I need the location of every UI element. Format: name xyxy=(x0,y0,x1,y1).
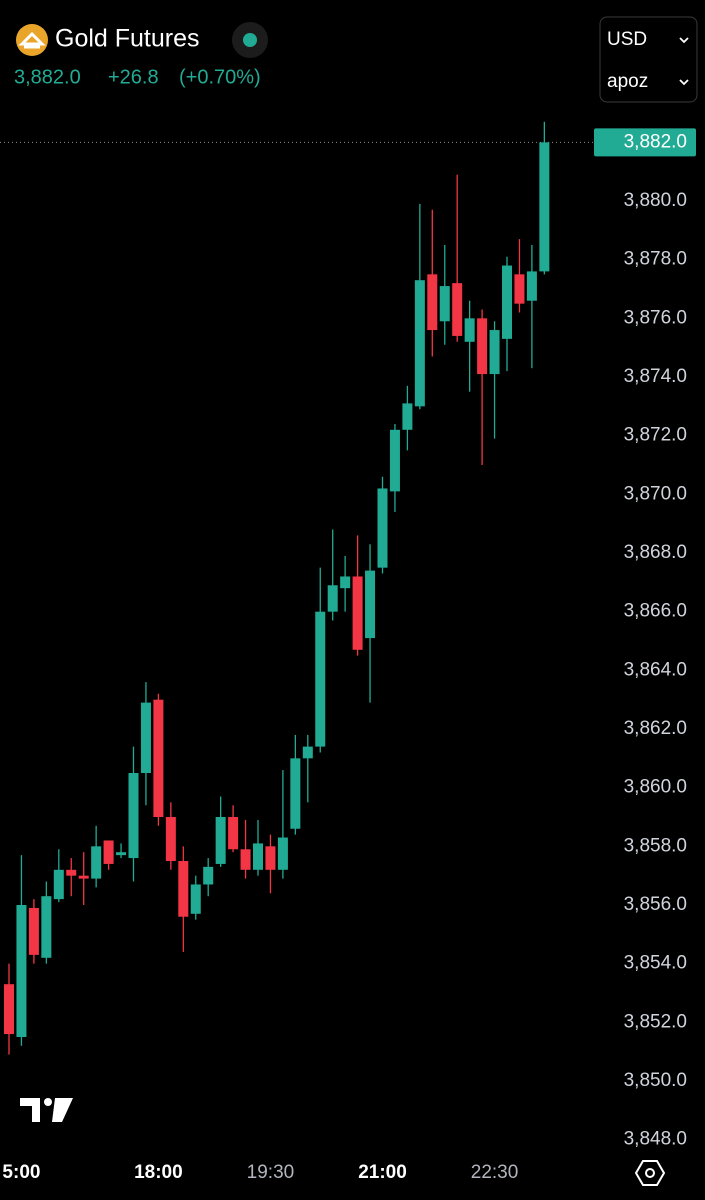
candle-body xyxy=(340,576,351,589)
candle-body xyxy=(439,286,450,322)
last-price-badge xyxy=(594,128,696,157)
candle-body xyxy=(389,429,400,492)
y-tick-label: 3,874.0 xyxy=(624,366,687,387)
candle-body xyxy=(352,576,363,650)
candle-body xyxy=(526,271,537,301)
candle-body xyxy=(365,570,376,639)
candle-body xyxy=(116,852,127,856)
change-pct: (+0.70%) xyxy=(179,66,261,88)
tv-logo xyxy=(20,1098,73,1122)
candle-body xyxy=(66,869,77,876)
candle-body xyxy=(414,280,425,407)
selector-box xyxy=(599,16,698,103)
candle-body xyxy=(28,907,39,955)
candle-body xyxy=(539,142,550,272)
last-price-label: 3,882.0 xyxy=(624,131,687,152)
currency: USD xyxy=(607,29,647,50)
candle-body xyxy=(228,817,239,850)
candle-body xyxy=(277,837,288,870)
x-tick-label: 5:00 xyxy=(2,1162,40,1183)
candle-body xyxy=(215,817,226,864)
y-tick-label: 3,870.0 xyxy=(624,483,687,504)
candle-body xyxy=(452,283,463,336)
y-tick-label: 3,856.0 xyxy=(624,894,687,915)
candle-body xyxy=(165,817,176,861)
candle-body xyxy=(327,585,338,612)
y-tick-label: 3,854.0 xyxy=(624,953,687,974)
selector-dropdown[interactable]: apoz xyxy=(607,71,689,92)
y-tick-label: 3,862.0 xyxy=(624,718,687,739)
x-tick-label: 19:30 xyxy=(247,1162,295,1183)
change: +26.8 xyxy=(108,66,159,88)
candle-body xyxy=(53,869,64,900)
y-tick-label: 3,872.0 xyxy=(624,425,687,446)
candle-body xyxy=(290,758,301,829)
candle-body xyxy=(427,274,438,331)
y-tick-label: 3,868.0 xyxy=(624,542,687,563)
y-tick-label: 3,852.0 xyxy=(624,1011,687,1032)
y-tick-label: 3,866.0 xyxy=(624,601,687,622)
price: 3,882.0 xyxy=(14,66,81,88)
candle-body xyxy=(265,846,276,870)
candle-body xyxy=(190,884,201,914)
candle-body xyxy=(377,488,388,568)
candle-body xyxy=(140,702,151,773)
currency-dropdown[interactable]: USD xyxy=(607,29,689,50)
candle-body xyxy=(489,330,500,375)
y-tick-label: 3,860.0 xyxy=(624,777,687,798)
y-tick-label: 3,876.0 xyxy=(624,307,687,328)
y-tick-label: 3,880.0 xyxy=(624,190,687,211)
y-tick-label: 3,848.0 xyxy=(624,1129,687,1150)
candle-body xyxy=(78,875,89,879)
candle-body xyxy=(514,274,525,304)
candle-body xyxy=(302,746,313,759)
logo xyxy=(16,24,48,56)
status-button[interactable] xyxy=(232,22,268,58)
x-tick-label: 22:30 xyxy=(471,1162,519,1183)
candle-body xyxy=(4,984,14,1035)
candle-body xyxy=(128,773,139,859)
candle-body xyxy=(502,265,512,339)
candle-body xyxy=(464,318,475,342)
y-tick-label: 3,850.0 xyxy=(624,1070,687,1091)
candle-body xyxy=(253,843,263,870)
candle-body xyxy=(477,318,488,375)
selector: apoz xyxy=(607,71,648,92)
x-tick-label: 21:00 xyxy=(358,1162,407,1183)
candle-body xyxy=(153,699,164,817)
candle-body xyxy=(240,849,251,870)
y-tick-label: 3,878.0 xyxy=(624,249,687,270)
candle-body xyxy=(103,840,114,864)
candle-body xyxy=(41,896,52,958)
y-tick-label: 3,858.0 xyxy=(624,835,687,856)
candle-body xyxy=(16,905,27,1037)
candle-body xyxy=(203,866,214,885)
candle-body xyxy=(315,611,326,747)
y-tick-label: 3,864.0 xyxy=(624,659,687,680)
settings-button[interactable] xyxy=(634,1160,666,1186)
candle-body xyxy=(178,861,189,917)
candle-body xyxy=(402,403,413,430)
symbol-title: Gold Futures xyxy=(55,25,200,53)
x-tick-label: 18:00 xyxy=(134,1162,183,1183)
candle-body xyxy=(91,846,102,879)
